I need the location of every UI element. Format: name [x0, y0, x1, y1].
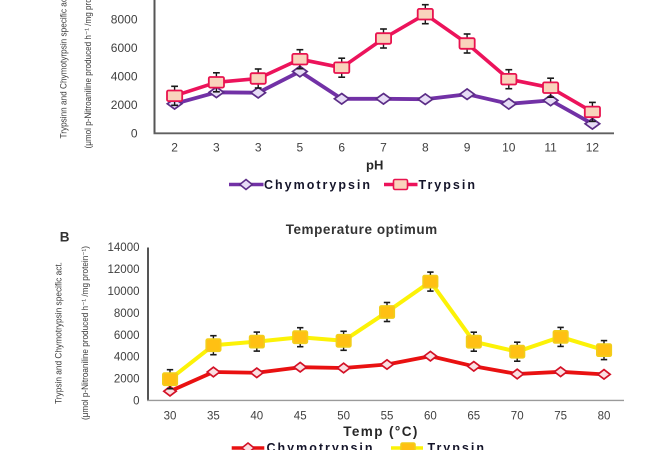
svg-text:5: 5	[297, 141, 304, 155]
svg-text:55: 55	[381, 411, 394, 423]
svg-text:6000: 6000	[111, 41, 138, 55]
svg-text:4000: 4000	[111, 70, 138, 84]
svg-text:12: 12	[586, 141, 600, 155]
svg-text:0: 0	[131, 127, 138, 141]
svg-text:Trypsinn and Chymotyrpsin spe: Trypsinn and Chymotyrpsin specific act.	[59, 0, 69, 139]
svg-text:80: 80	[598, 411, 611, 423]
svg-text:40: 40	[250, 411, 263, 423]
svg-text:2000: 2000	[111, 98, 138, 112]
svg-text:Temperature optimum: Temperature optimum	[286, 222, 438, 237]
svg-text:8000: 8000	[111, 13, 138, 27]
svg-text:10: 10	[502, 141, 516, 155]
svg-text:2: 2	[171, 141, 178, 155]
svg-text:(μmol p-Nitroaniline produced: (μmol p-Nitroaniline produced h⁻¹ /mg pr…	[83, 0, 93, 149]
svg-text:0: 0	[133, 396, 139, 408]
svg-text:35: 35	[207, 411, 220, 423]
svg-text:75: 75	[554, 411, 567, 423]
svg-text:50: 50	[337, 411, 350, 423]
svg-text:2000: 2000	[114, 374, 140, 386]
svg-text:3: 3	[255, 141, 262, 155]
svg-text:10000: 10000	[108, 286, 140, 298]
svg-text:6: 6	[338, 141, 345, 155]
svg-text:11: 11	[544, 141, 557, 155]
svg-text:Trypsin and Chymotrypsin speci: Trypsin and Chymotrypsin specific act.	[54, 262, 64, 404]
svg-text:65: 65	[467, 411, 480, 423]
svg-text:Trypsin: Trypsin	[428, 441, 486, 450]
svg-text:pH: pH	[366, 158, 383, 173]
svg-text:60: 60	[424, 411, 437, 423]
svg-text:B: B	[60, 229, 70, 244]
svg-text:Chymotrypsin: Chymotrypsin	[264, 178, 372, 192]
svg-text:45: 45	[294, 411, 307, 423]
svg-text:70: 70	[511, 411, 524, 423]
svg-text:8: 8	[422, 141, 429, 155]
svg-text:12000: 12000	[108, 264, 140, 276]
svg-text:9: 9	[464, 141, 471, 155]
svg-text:7: 7	[380, 141, 387, 155]
svg-text:Trypsin: Trypsin	[419, 178, 477, 192]
svg-text:14000: 14000	[108, 242, 140, 254]
svg-text:4000: 4000	[114, 352, 140, 364]
svg-text:Temp (°C): Temp (°C)	[343, 424, 419, 439]
svg-text:8000: 8000	[114, 308, 140, 320]
svg-text:3: 3	[213, 141, 220, 155]
svg-text:(μmol p-Nitroaniline produced: (μmol p-Nitroaniline produced h⁻¹ /mg pr…	[80, 246, 90, 420]
svg-text:30: 30	[164, 411, 177, 423]
svg-text:Chymotrypsin: Chymotrypsin	[267, 441, 375, 450]
svg-text:6000: 6000	[114, 330, 140, 342]
